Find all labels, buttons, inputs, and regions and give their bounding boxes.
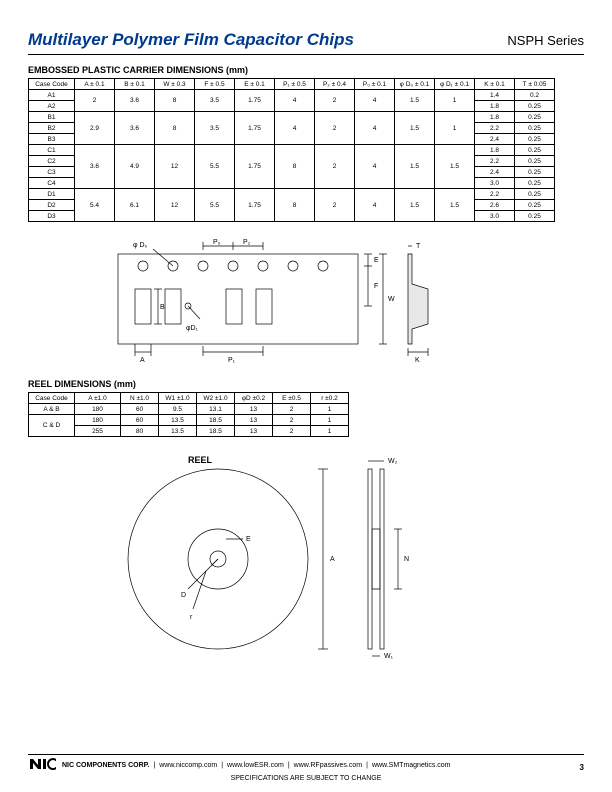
reel-dimensions-table: Case CodeA ±1.0N ±1.0W1 ±1.0W2 ±1.0φD ±0… [28, 392, 349, 437]
table-header: φ D₀ ± 0.1 [395, 79, 435, 90]
series-name: NSPH Series [507, 33, 584, 48]
table-header: P₁ ± 0.5 [275, 79, 315, 90]
footer-link[interactable]: www.SMTmagnetics.com [372, 762, 451, 769]
carrier-diagram: P₀ P₂ φ D₀ A B φD₁ P₁ E F W T K [88, 234, 584, 369]
page-footer: NIC COMPONENTS CORP. |www.niccomp.com|ww… [0, 754, 612, 782]
company-name: NIC COMPONENTS CORP. [62, 762, 149, 769]
svg-text:F: F [374, 283, 378, 290]
page-header: Multilayer Polymer Film Capacitor Chips … [28, 30, 584, 55]
svg-text:φ D₀: φ D₀ [133, 242, 148, 249]
svg-text:B: B [160, 304, 165, 311]
table-header: Case Code [29, 79, 75, 90]
table-header: E ±0.5 [273, 393, 311, 404]
nic-logo-icon [28, 757, 56, 773]
footer-link[interactable]: www.RFpassives.com [294, 762, 362, 769]
table-header: φD ±0.2 [235, 393, 273, 404]
svg-text:E: E [246, 536, 251, 543]
svg-text:A: A [330, 556, 335, 563]
table-header: B ± 0.1 [115, 79, 155, 90]
page-number: 3 [580, 763, 584, 772]
table-row: B12.93.683.51.754241.511.80.25 [29, 112, 555, 123]
table-header: W2 ±1.0 [197, 393, 235, 404]
table-header: Case Code [29, 393, 75, 404]
table-row: C13.64.9125.51.758241.51.51.80.25 [29, 145, 555, 156]
svg-text:T: T [416, 243, 421, 250]
table-header: E ± 0.1 [235, 79, 275, 90]
carrier-dimensions-table: Case CodeA ± 0.1B ± 0.1W ± 0.3F ± 0.5E ±… [28, 78, 555, 222]
table-header: F ± 0.5 [195, 79, 235, 90]
carrier-heading: EMBOSSED PLASTIC CARRIER DIMENSIONS (mm) [28, 65, 584, 75]
svg-text:K: K [415, 357, 420, 364]
table-row: D15.46.1125.51.758241.51.52.20.25 [29, 189, 555, 200]
table-row: A123.683.51.754241.511.40.2 [29, 90, 555, 101]
table-row: C & D1806013.518.51321 [29, 415, 349, 426]
svg-text:W₁: W₁ [384, 653, 394, 659]
reel-heading: REEL DIMENSIONS (mm) [28, 379, 584, 389]
svg-text:D: D [181, 592, 186, 599]
svg-text:REEL: REEL [188, 455, 213, 465]
table-row: 2558013.518.51321 [29, 426, 349, 437]
table-header: A ± 0.1 [75, 79, 115, 90]
svg-text:φD₁: φD₁ [186, 325, 199, 332]
svg-text:P₂: P₂ [243, 239, 251, 246]
footer-link[interactable]: www.lowESR.com [227, 762, 284, 769]
table-header: W ± 0.3 [155, 79, 195, 90]
table-header: A ±1.0 [75, 393, 121, 404]
table-header: P₀ ± 0.1 [355, 79, 395, 90]
reel-diagram: REEL D E r A W₂ N W₁ [88, 449, 584, 664]
table-header: T ± 0.05 [515, 79, 555, 90]
footer-link[interactable]: www.niccomp.com [159, 762, 217, 769]
svg-text:E: E [374, 257, 379, 264]
svg-text:W: W [388, 296, 395, 303]
svg-text:P₁: P₁ [228, 357, 236, 364]
svg-text:P₀: P₀ [213, 239, 221, 246]
page-title: Multilayer Polymer Film Capacitor Chips [28, 30, 354, 50]
table-header: P₂ ± 0.4 [315, 79, 355, 90]
table-header: W1 ±1.0 [159, 393, 197, 404]
svg-text:A: A [140, 357, 145, 364]
table-header: φ D₁ ± 0.1 [435, 79, 475, 90]
table-header: N ±1.0 [121, 393, 159, 404]
svg-text:N: N [404, 556, 409, 563]
table-header: r ±0.2 [311, 393, 349, 404]
footer-note: SPECIFICATIONS ARE SUBJECT TO CHANGE [28, 775, 584, 782]
table-row: A & B180609.513.11321 [29, 404, 349, 415]
svg-text:r: r [190, 614, 193, 621]
table-header: K ± 0.1 [475, 79, 515, 90]
svg-text:W₂: W₂ [388, 458, 398, 465]
